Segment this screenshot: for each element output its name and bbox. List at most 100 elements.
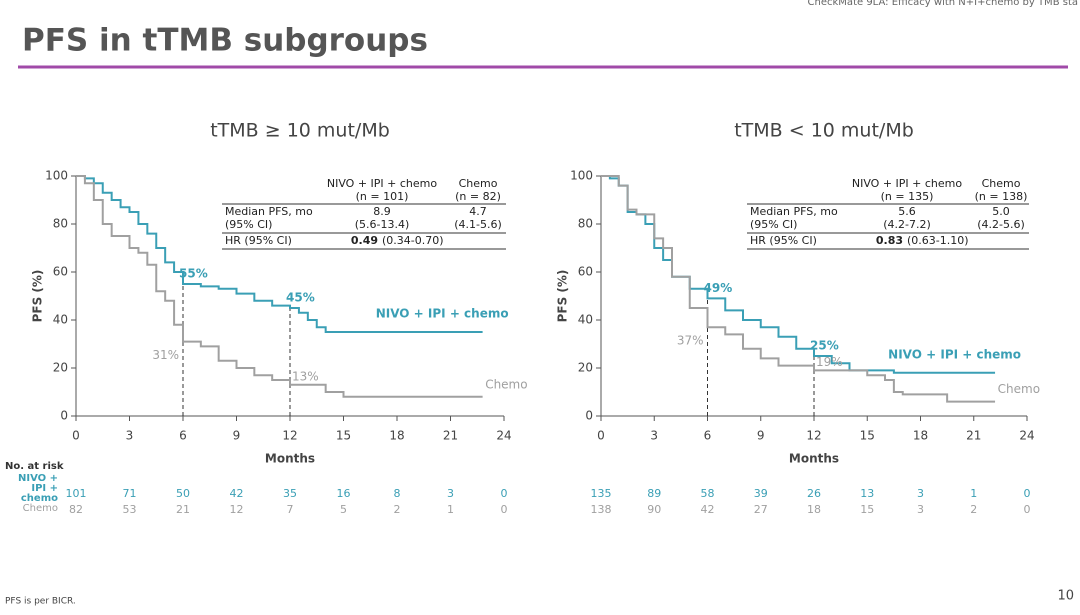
y-tick-label: 100	[45, 169, 68, 183]
km-curve	[76, 175, 483, 398]
x-tick-label: 9	[233, 429, 241, 443]
x-tick-label: 0	[597, 429, 605, 443]
x-tick-label: 12	[806, 429, 821, 443]
x-tick-label: 6	[704, 429, 712, 443]
table-cell: 5.0	[992, 205, 1010, 218]
at-risk-count: 3	[917, 503, 924, 516]
x-tick-label: 21	[966, 429, 981, 443]
y-tick-label: 40	[53, 313, 68, 327]
at-risk-count: 82	[69, 503, 83, 516]
at-risk-count: 39	[754, 487, 768, 500]
at-risk-count: 53	[123, 503, 137, 516]
risk-label: Chemo	[22, 503, 58, 514]
hr-ci: (0.63-1.10)	[907, 234, 969, 247]
at-risk-count: 26	[807, 487, 821, 500]
risk-title: No. at risk	[5, 461, 64, 472]
at-risk-count: 3	[917, 487, 924, 500]
table-cell: (5.6-13.4)	[355, 218, 410, 231]
x-tick-label: 15	[336, 429, 351, 443]
km-curve	[601, 175, 996, 403]
table-cell: (4.2-7.2)	[883, 218, 931, 231]
at-risk-count: 0	[501, 503, 508, 516]
at-risk-count: 1	[970, 487, 977, 500]
page-number: 10	[1057, 589, 1074, 604]
landmark-label: 25%	[810, 339, 839, 353]
x-tick-label: 0	[72, 429, 80, 443]
x-tick-label: 6	[179, 429, 187, 443]
y-tick-label: 60	[578, 265, 593, 279]
x-tick-label: 24	[1019, 429, 1034, 443]
at-risk-count: 101	[66, 487, 87, 500]
x-tick-label: 24	[496, 429, 511, 443]
at-risk-count: 5	[340, 503, 347, 516]
table-row-label: HR (95% CI)	[225, 234, 292, 247]
landmark-label: 19%	[816, 355, 843, 369]
at-risk-count: 21	[176, 503, 190, 516]
at-risk-count: 90	[647, 503, 661, 516]
footnote: PFS is per BICR.	[5, 597, 76, 607]
at-risk-count: 15	[860, 503, 874, 516]
chart-title: tTMB ≥ 10 mut/Mb	[210, 120, 390, 142]
at-risk-count: 1	[447, 503, 454, 516]
at-risk-count: 89	[647, 487, 661, 500]
y-tick-label: 80	[578, 217, 593, 231]
x-tick-label: 18	[913, 429, 928, 443]
x-tick-label: 18	[389, 429, 404, 443]
x-tick-label: 9	[757, 429, 765, 443]
table-header: (n = 82)	[455, 190, 501, 203]
curve-label: NIVO + IPI + chemo	[888, 347, 1021, 361]
y-axis-label: PFS (%)	[556, 270, 570, 323]
at-risk-count: 135	[591, 487, 612, 500]
table-row-label: Median PFS, mo	[750, 205, 838, 218]
y-tick-label: 100	[570, 169, 593, 183]
km-curve	[601, 175, 996, 374]
landmark-label: 55%	[179, 267, 208, 281]
at-risk-count: 50	[176, 487, 190, 500]
km-curve	[76, 175, 483, 333]
table-cell: 4.7	[469, 205, 487, 218]
at-risk-count: 12	[230, 503, 244, 516]
y-axis-label: PFS (%)	[31, 270, 45, 323]
at-risk-count: 42	[701, 503, 715, 516]
landmark-label: 37%	[677, 334, 704, 348]
at-risk-count: 3	[447, 487, 454, 500]
table-header: NIVO + IPI + chemo	[852, 177, 963, 190]
table-header: NIVO + IPI + chemo	[327, 177, 438, 190]
x-tick-label: 3	[126, 429, 134, 443]
table-cell: (4.2-5.6)	[977, 218, 1025, 231]
hr-value: 0.83	[876, 234, 903, 247]
y-tick-label: 80	[53, 217, 68, 231]
landmark-label: 31%	[152, 348, 179, 362]
at-risk-count: 16	[337, 487, 351, 500]
curve-label: Chemo	[998, 382, 1040, 396]
y-tick-label: 60	[53, 265, 68, 279]
table-header: Chemo	[982, 177, 1021, 190]
at-risk-count: 2	[970, 503, 977, 516]
x-tick-label: 3	[650, 429, 658, 443]
at-risk-count: 0	[1024, 503, 1031, 516]
curve-label: NIVO + IPI + chemo	[376, 307, 509, 321]
table-cell: (4.1-5.6)	[454, 218, 502, 231]
hr-value: 0.49	[351, 234, 378, 247]
table-row-label: HR (95% CI)	[750, 234, 817, 247]
y-tick-label: 0	[60, 409, 68, 423]
at-risk-count: 7	[287, 503, 294, 516]
at-risk-count: 58	[701, 487, 715, 500]
x-tick-label: 12	[282, 429, 297, 443]
at-risk-count: 0	[501, 487, 508, 500]
at-risk-count: 27	[754, 503, 768, 516]
risk-label: NIVO + IPI + chemo	[17, 473, 58, 504]
chart-title: tTMB < 10 mut/Mb	[734, 120, 914, 142]
table-cell: 5.6	[898, 205, 916, 218]
slide-title: PFS in tTMB subgroups	[22, 23, 428, 59]
at-risk-count: 35	[283, 487, 297, 500]
table-header: Chemo	[459, 177, 498, 190]
table-row-label: (95% CI)	[750, 218, 797, 231]
y-tick-label: 0	[585, 409, 593, 423]
curve-label: Chemo	[485, 377, 527, 391]
at-risk-count: 2	[394, 503, 401, 516]
landmark-label: 49%	[704, 281, 733, 295]
table-row-label: Median PFS, mo	[225, 205, 313, 218]
table-header: (n = 101)	[356, 190, 409, 203]
